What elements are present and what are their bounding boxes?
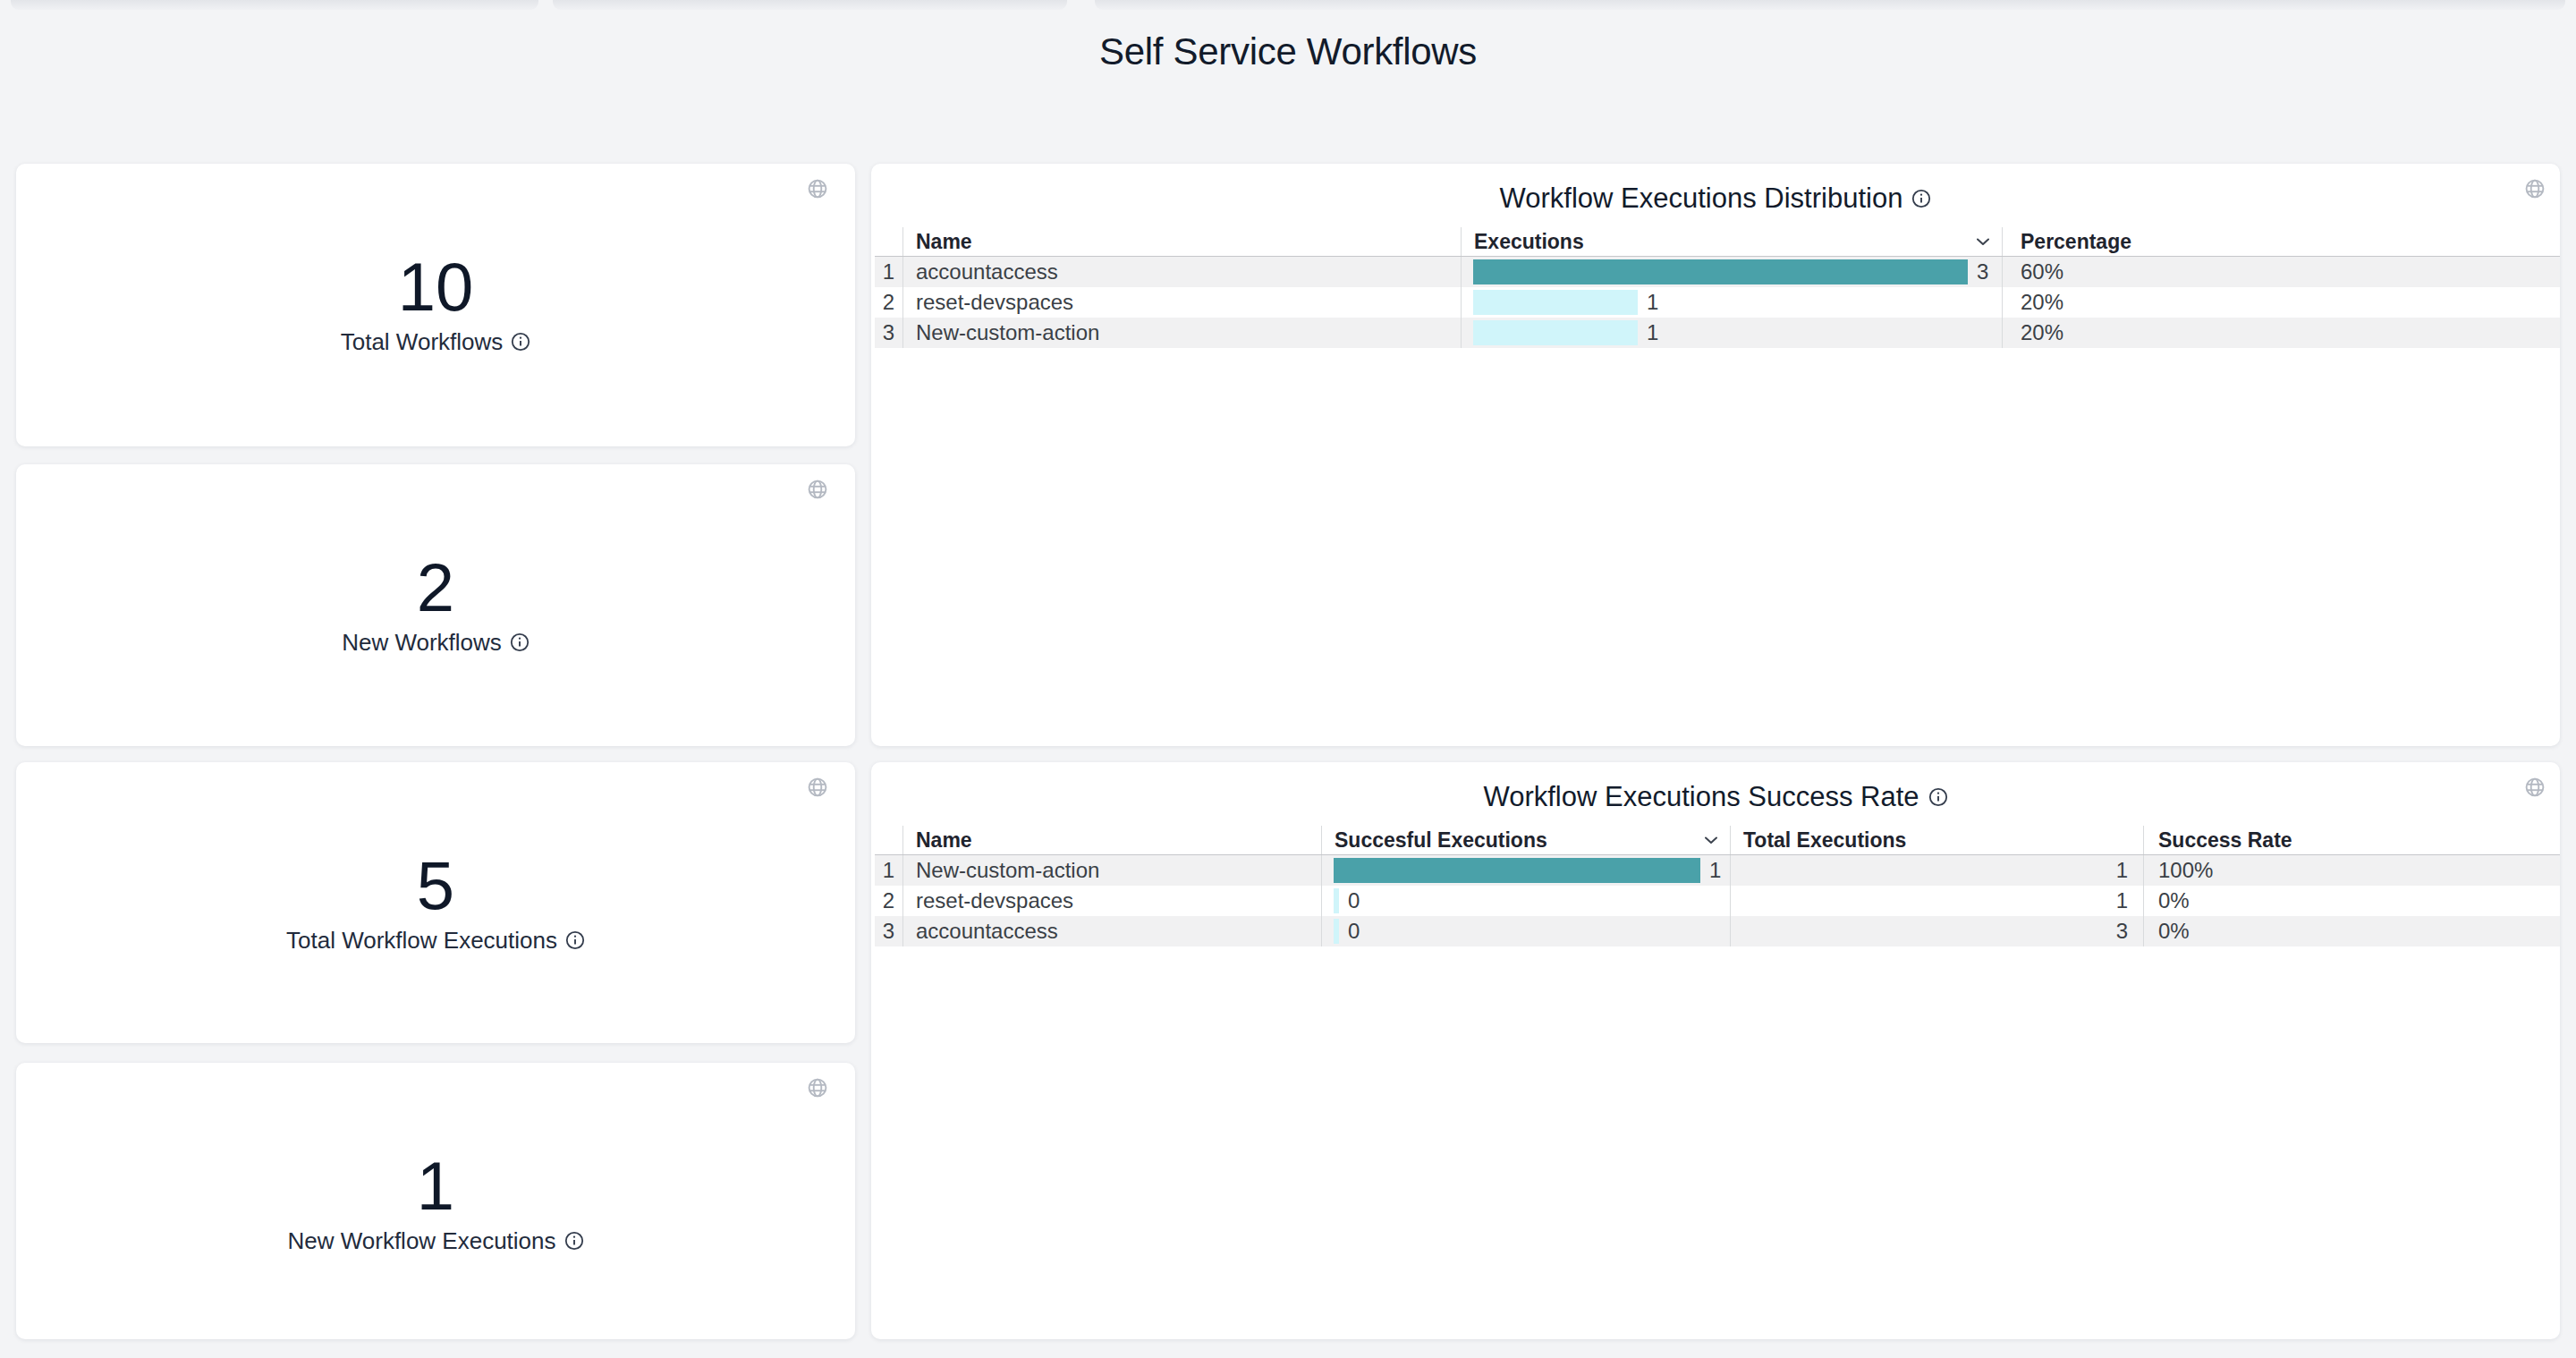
info-icon[interactable] bbox=[565, 930, 585, 950]
successful-executions-bar bbox=[1334, 888, 1339, 913]
successful-executions-cell: 1 bbox=[1321, 855, 1730, 886]
stat-card-new-workflows: 2 New Workflows bbox=[16, 464, 855, 746]
successful-executions-value: 0 bbox=[1348, 919, 1360, 944]
column-header-successful-executions[interactable]: Succesful Executions bbox=[1321, 826, 1730, 854]
stat-card-total-workflow-executions: 5 Total Workflow Executions bbox=[16, 762, 855, 1043]
successful-executions-cell: 0 bbox=[1321, 886, 1730, 916]
workflow-name-cell: reset-devspaces bbox=[903, 886, 1321, 916]
card-title-row: Workflow Executions Distribution bbox=[871, 182, 2560, 215]
index-header bbox=[875, 826, 903, 854]
top-card-remnant bbox=[11, 0, 538, 10]
stat-label: Total Workflows bbox=[341, 327, 504, 357]
table-row: 2 reset-devspaces 1 20% bbox=[875, 287, 2560, 318]
chevron-down-icon bbox=[1705, 836, 1717, 845]
stat-label: New Workflow Executions bbox=[287, 1226, 555, 1256]
card-title: Workflow Executions Distribution bbox=[1500, 182, 1903, 215]
column-header-executions[interactable]: Executions bbox=[1461, 227, 2002, 256]
globe-icon[interactable] bbox=[807, 777, 828, 798]
success-rate-cell: 0% bbox=[2143, 886, 2560, 916]
globe-icon[interactable] bbox=[807, 1077, 828, 1099]
chevron-down-icon bbox=[1977, 238, 1989, 246]
stat-value: 5 bbox=[16, 852, 855, 920]
table-row: 3 New-custom-action 1 20% bbox=[875, 318, 2560, 348]
executions-cell: 1 bbox=[1461, 287, 2002, 318]
success-rate-cell: 100% bbox=[2143, 855, 2560, 886]
top-card-remnant bbox=[1095, 0, 2565, 10]
executions-cell: 3 bbox=[1461, 257, 2002, 287]
info-icon[interactable] bbox=[1928, 787, 1948, 807]
success-rate-table: Name Succesful Executions Total Executio… bbox=[875, 826, 2560, 946]
distribution-table: Name Executions Percentage 1 accountacce… bbox=[875, 227, 2560, 348]
card-title: Workflow Executions Success Rate bbox=[1483, 781, 1919, 813]
row-index: 2 bbox=[875, 886, 903, 916]
successful-executions-bar bbox=[1334, 858, 1700, 883]
success-rate-cell: 0% bbox=[2143, 916, 2560, 946]
card-title-row: Workflow Executions Success Rate bbox=[871, 781, 2560, 813]
column-header-name[interactable]: Name bbox=[903, 826, 1321, 854]
executions-cell: 1 bbox=[1461, 318, 2002, 348]
dashboard: Self Service Workflows 10 Total Workflow… bbox=[0, 0, 2576, 1358]
column-header-percentage[interactable]: Percentage bbox=[2002, 227, 2560, 256]
successful-executions-value: 1 bbox=[1709, 858, 1721, 883]
globe-icon[interactable] bbox=[807, 178, 828, 199]
executions-bar bbox=[1473, 290, 1638, 315]
table-header-row: Name Executions Percentage bbox=[875, 227, 2560, 257]
stat-card-total-workflows: 10 Total Workflows bbox=[16, 164, 855, 446]
stat-label: Total Workflow Executions bbox=[286, 925, 557, 955]
executions-value: 1 bbox=[1647, 290, 1658, 315]
workflow-name-cell: accountaccess bbox=[903, 916, 1321, 946]
table-row: 2 reset-devspaces 0 1 0% bbox=[875, 886, 2560, 916]
workflow-name-cell: accountaccess bbox=[903, 257, 1461, 287]
stat-label-row: Total Workflows bbox=[16, 327, 855, 357]
successful-executions-value: 0 bbox=[1348, 888, 1360, 913]
executions-value: 3 bbox=[1977, 259, 1988, 284]
workflow-name-cell: New-custom-action bbox=[903, 855, 1321, 886]
table-row: 1 accountaccess 3 60% bbox=[875, 257, 2560, 287]
table-row: 3 accountaccess 0 3 0% bbox=[875, 916, 2560, 946]
row-index: 1 bbox=[875, 855, 903, 886]
workflow-name-cell: reset-devspaces bbox=[903, 287, 1461, 318]
successful-executions-cell: 0 bbox=[1321, 916, 1730, 946]
stat-label-row: Total Workflow Executions bbox=[16, 925, 855, 955]
column-header-name[interactable]: Name bbox=[903, 227, 1461, 256]
row-index: 3 bbox=[875, 916, 903, 946]
table-row: 1 New-custom-action 1 1 100% bbox=[875, 855, 2560, 886]
row-index: 2 bbox=[875, 287, 903, 318]
executions-bar bbox=[1473, 320, 1638, 345]
percentage-cell: 60% bbox=[2002, 257, 2560, 287]
top-card-remnant bbox=[553, 0, 1067, 10]
executions-bar bbox=[1473, 259, 1968, 284]
stat-label-row: New Workflows bbox=[16, 627, 855, 658]
successful-executions-bar bbox=[1334, 919, 1339, 944]
percentage-cell: 20% bbox=[2002, 287, 2560, 318]
page-title: Self Service Workflows bbox=[0, 30, 2576, 73]
workflow-name-cell: New-custom-action bbox=[903, 318, 1461, 348]
distribution-card: Workflow Executions Distribution Name Ex… bbox=[871, 164, 2560, 746]
row-index: 3 bbox=[875, 318, 903, 348]
column-header-success-rate[interactable]: Success Rate bbox=[2143, 826, 2560, 854]
stat-value: 10 bbox=[16, 253, 855, 321]
total-executions-cell: 3 bbox=[1730, 916, 2143, 946]
total-executions-cell: 1 bbox=[1730, 855, 2143, 886]
info-icon[interactable] bbox=[511, 332, 530, 352]
percentage-cell: 20% bbox=[2002, 318, 2560, 348]
info-icon[interactable] bbox=[510, 632, 530, 652]
stat-value: 2 bbox=[16, 554, 855, 622]
info-icon[interactable] bbox=[564, 1231, 584, 1251]
stat-label-row: New Workflow Executions bbox=[16, 1226, 855, 1256]
total-executions-cell: 1 bbox=[1730, 886, 2143, 916]
row-index: 1 bbox=[875, 257, 903, 287]
executions-value: 1 bbox=[1647, 320, 1658, 345]
stat-value: 1 bbox=[16, 1152, 855, 1220]
success-rate-card: Workflow Executions Success Rate Name Su… bbox=[871, 762, 2560, 1339]
column-header-total-executions[interactable]: Total Executions bbox=[1730, 826, 2143, 854]
stat-label: New Workflows bbox=[342, 627, 502, 658]
globe-icon[interactable] bbox=[807, 479, 828, 500]
index-header bbox=[875, 227, 903, 256]
info-icon[interactable] bbox=[1911, 189, 1931, 208]
stat-card-new-workflow-executions: 1 New Workflow Executions bbox=[16, 1063, 855, 1339]
table-header-row: Name Succesful Executions Total Executio… bbox=[875, 826, 2560, 855]
